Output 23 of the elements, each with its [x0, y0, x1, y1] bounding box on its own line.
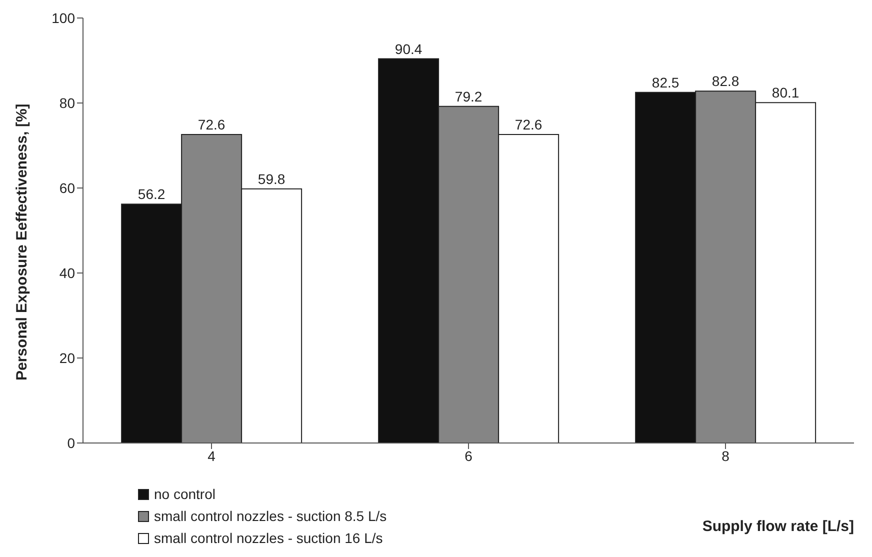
- data-label: 56.2: [138, 186, 166, 202]
- x-tick-label: 4: [208, 448, 216, 464]
- data-label: 79.2: [454, 88, 482, 104]
- y-tick-label: 60: [59, 180, 76, 196]
- y-tick-label: 20: [59, 350, 76, 366]
- data-label: 59.8: [258, 170, 286, 187]
- data-label: 82.8: [712, 73, 740, 90]
- y-axis-title: Personal Exposure Eeffectiveness, [%]: [13, 104, 30, 380]
- y-tick-label: 100: [52, 10, 76, 26]
- data-label: 82.5: [652, 74, 680, 90]
- y-tick-label: 40: [59, 264, 76, 281]
- data-label: 72.6: [514, 116, 542, 132]
- data-label: 90.4: [394, 40, 422, 57]
- y-tick-label: 80: [59, 94, 76, 111]
- y-tick-label: 0: [67, 434, 76, 451]
- legend-label: small control nozzles - suction 16 L/s: [153, 529, 384, 548]
- x-tick-label: 6: [464, 448, 473, 464]
- x-tick-label: 8: [722, 448, 730, 464]
- data-label: 80.1: [772, 84, 800, 101]
- x-axis-title: Supply flow rate [L/s]: [702, 518, 854, 535]
- legend-label: no control: [153, 485, 216, 504]
- data-label: 72.6: [198, 116, 226, 132]
- legend-label: small control nozzles - suction 8.5 L/s: [153, 507, 387, 526]
